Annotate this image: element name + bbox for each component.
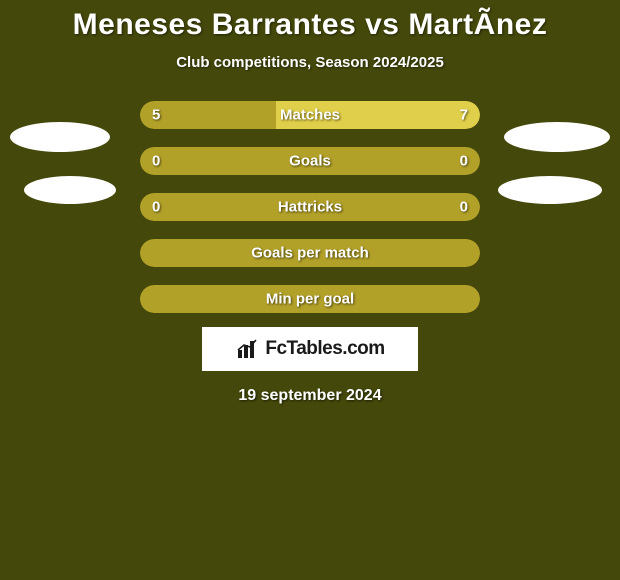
- stat-value-right: 7: [460, 107, 468, 124]
- stat-label: Matches: [280, 107, 340, 124]
- ellipse-decoration: [10, 122, 110, 152]
- stat-row: 5 7 Matches: [140, 101, 480, 129]
- logo-text: FcTables.com: [265, 338, 384, 360]
- page-subtitle: Club competitions, Season 2024/2025: [176, 54, 444, 71]
- ellipse-decoration: [504, 122, 610, 152]
- stat-row: Min per goal: [140, 285, 480, 313]
- stat-label: Goals per match: [251, 245, 369, 262]
- stat-label: Goals: [289, 153, 331, 170]
- stat-row: 0 0 Goals: [140, 147, 480, 175]
- logo-chart-icon: [235, 338, 261, 360]
- stat-label: Hattricks: [278, 199, 342, 216]
- stat-value-right: 0: [460, 153, 468, 170]
- comparison-infographic: Meneses Barrantes vs MartÃ­nez Club comp…: [0, 0, 620, 580]
- stat-value-left: 5: [152, 107, 160, 124]
- page-title: Meneses Barrantes vs MartÃ­nez: [73, 8, 548, 42]
- stat-row: 0 0 Hattricks: [140, 193, 480, 221]
- stat-value-right: 0: [460, 199, 468, 216]
- ellipse-decoration: [24, 176, 116, 204]
- logo-box: FcTables.com: [202, 327, 418, 371]
- ellipse-decoration: [498, 176, 602, 204]
- stat-label: Min per goal: [266, 291, 354, 308]
- stat-row: Goals per match: [140, 239, 480, 267]
- date-text: 19 september 2024: [238, 387, 381, 405]
- stat-value-left: 0: [152, 153, 160, 170]
- stat-value-left: 0: [152, 199, 160, 216]
- bar-left: [140, 101, 276, 129]
